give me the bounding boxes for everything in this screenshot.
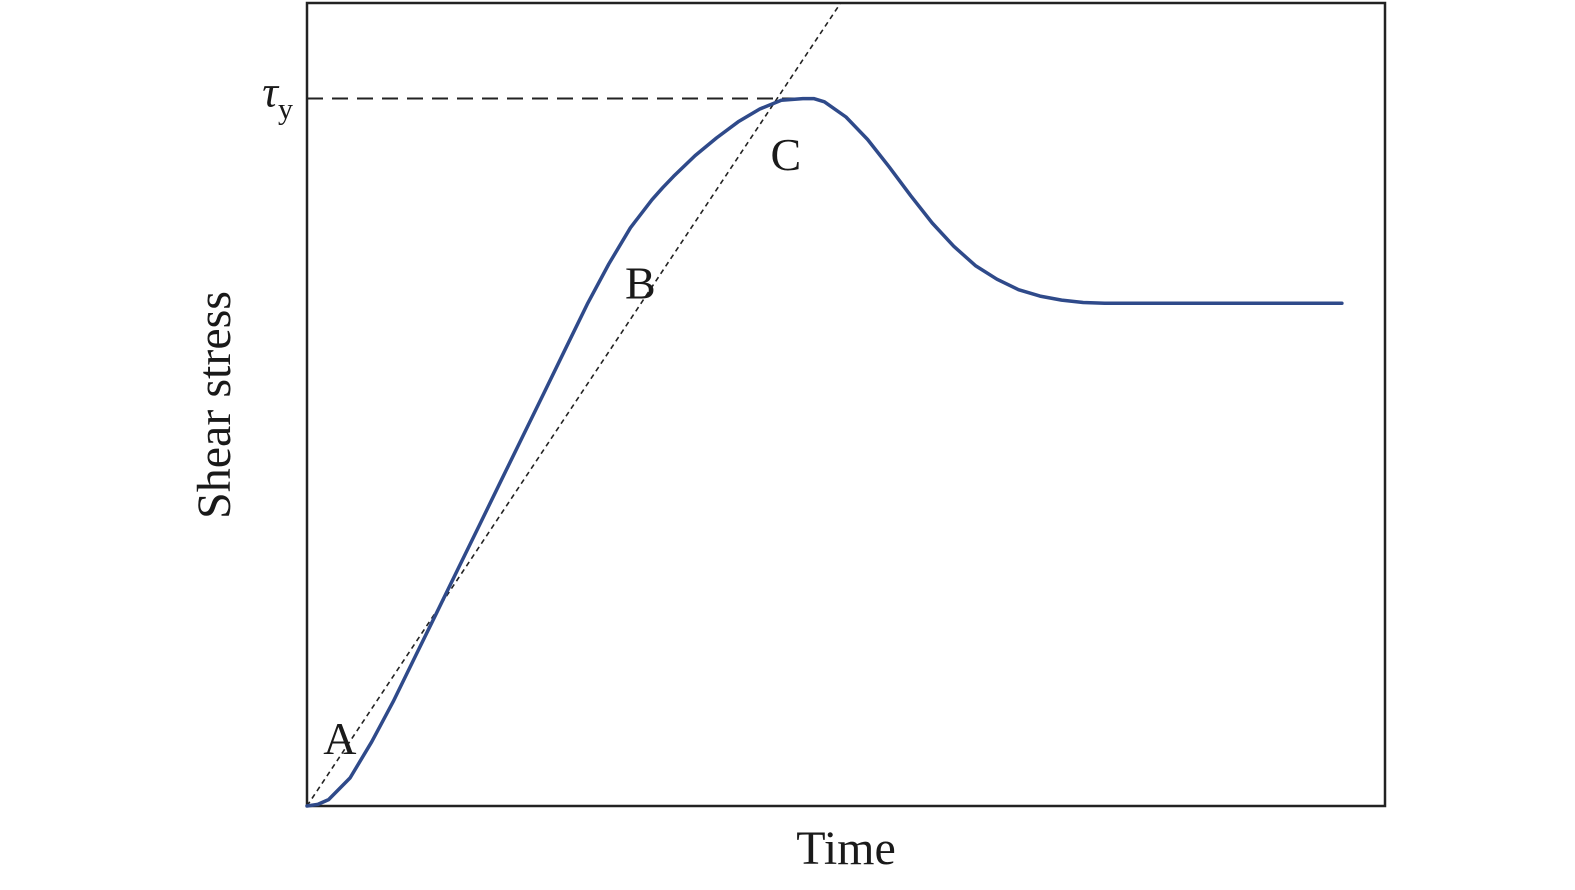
point-annotations: A B C bbox=[323, 129, 801, 764]
elastic-tangent-line bbox=[306, 2, 842, 807]
yield-stress-label: τy bbox=[262, 68, 293, 126]
x-axis-title: Time bbox=[796, 822, 896, 875]
series-line bbox=[305, 96, 1344, 808]
annotation-b: B bbox=[625, 258, 656, 309]
annotation-c: C bbox=[771, 129, 802, 180]
annotation-a: A bbox=[323, 713, 356, 764]
y-axis-title: Shear stress bbox=[188, 291, 241, 519]
plot-frame bbox=[305, 1, 1387, 808]
